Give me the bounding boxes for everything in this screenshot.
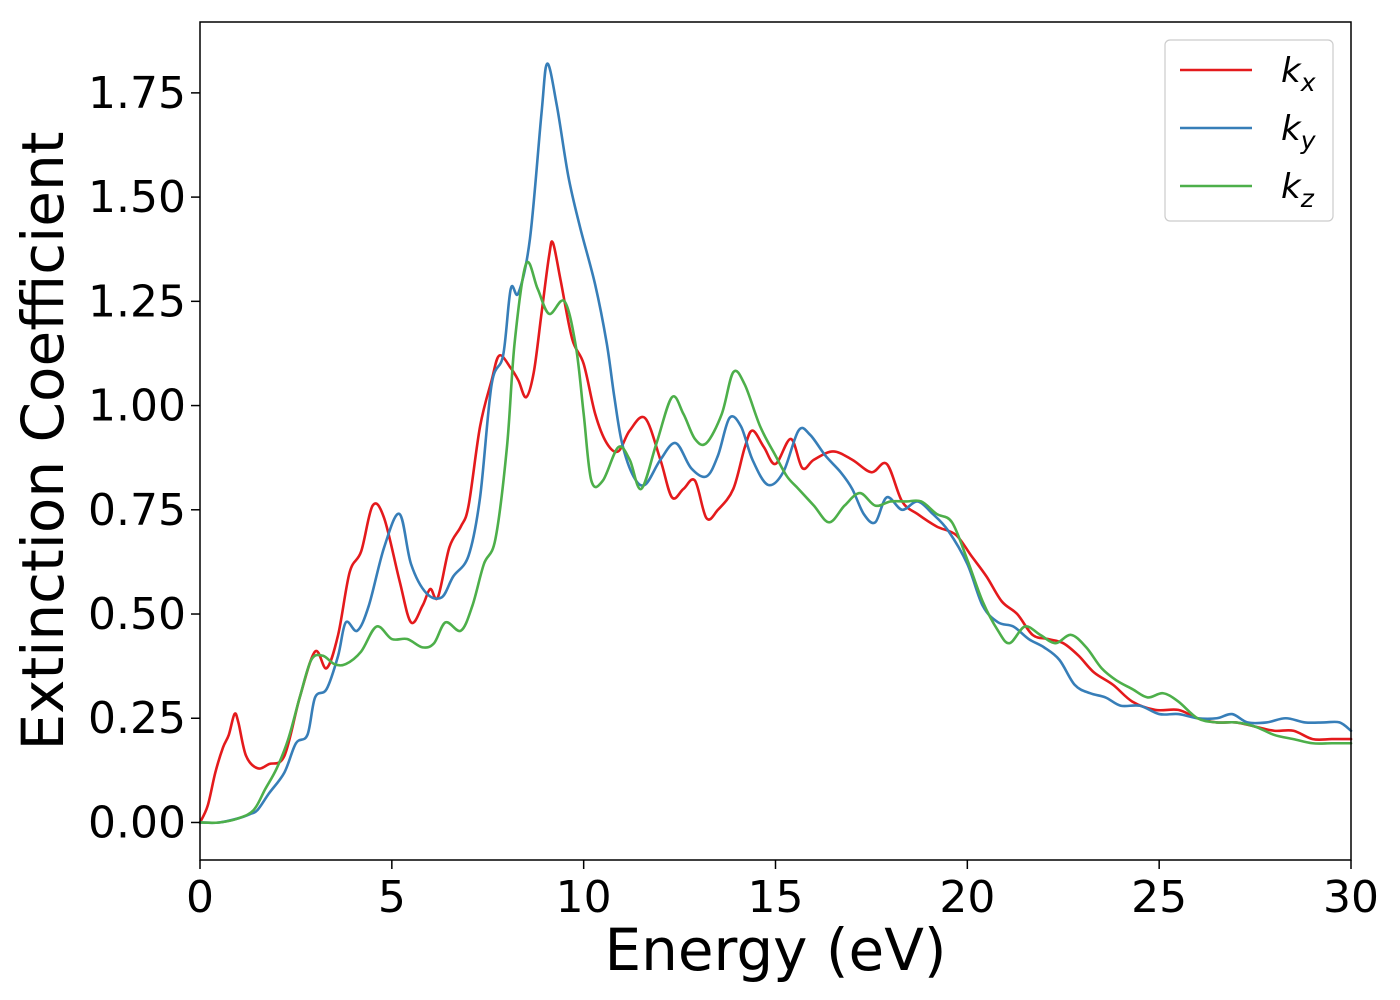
y-tick-label: 0.25 <box>88 693 186 744</box>
y-tick-label: 1.75 <box>88 68 186 119</box>
series-line-z <box>198 260 1353 825</box>
legend-box <box>1164 39 1334 222</box>
legend-label-x: kx <box>1281 51 1316 97</box>
y-tick-label: 0.75 <box>88 485 186 536</box>
legend-items: kx ky kz <box>1180 51 1317 213</box>
y-tick-label: 1.00 <box>88 381 186 432</box>
y-axis-title: Extinction Coefficient <box>9 132 77 751</box>
legend-label-y: ky <box>1281 109 1317 155</box>
x-tick-label: 15 <box>748 872 804 923</box>
y-tick-label: 1.50 <box>88 172 186 223</box>
y-tick-label: 0.00 <box>88 797 186 848</box>
x-tick-label: 30 <box>1323 872 1379 923</box>
x-tick-label: 5 <box>378 872 406 923</box>
x-tick-label: 10 <box>556 872 612 923</box>
legend-label-z: kz <box>1281 167 1315 213</box>
x-tick-label: 0 <box>186 872 214 923</box>
series-line-y <box>198 62 1353 825</box>
x-axis-title: Energy (eV) <box>604 916 946 984</box>
legend: kx ky kz <box>1164 39 1334 222</box>
x-tick-label: 20 <box>939 872 995 923</box>
x-tick-label: 25 <box>1131 872 1187 923</box>
y-tick-label: 0.50 <box>88 589 186 640</box>
y-tick-label: 1.25 <box>88 276 186 327</box>
series-line-x <box>198 240 1353 824</box>
series-layer <box>198 62 1353 825</box>
y-axis: 0.00 0.25 0.50 0.75 1.00 1.25 1.50 1.75 <box>88 68 200 848</box>
x-axis: 0 5 10 15 20 25 30 <box>186 860 1379 923</box>
